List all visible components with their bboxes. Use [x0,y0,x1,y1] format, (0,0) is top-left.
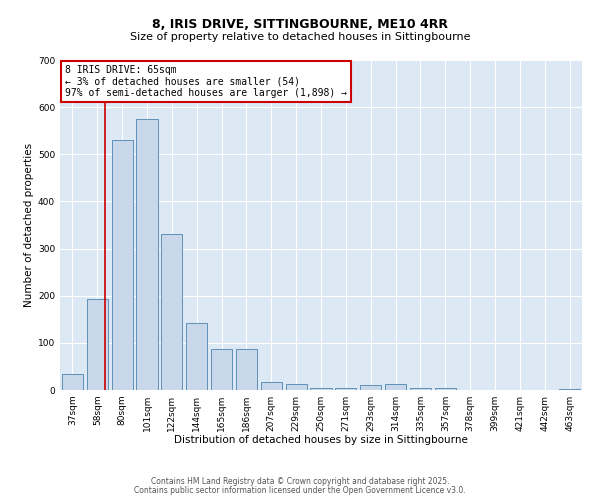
Bar [286,384,307,390]
Bar [335,388,356,390]
Text: 8 IRIS DRIVE: 65sqm
← 3% of detached houses are smaller (54)
97% of semi-detache: 8 IRIS DRIVE: 65sqm ← 3% of detached hou… [65,65,347,98]
Text: Contains public sector information licensed under the Open Government Licence v3: Contains public sector information licen… [134,486,466,495]
Bar [136,119,158,390]
Bar [410,388,431,390]
Text: Contains HM Land Registry data © Crown copyright and database right 2025.: Contains HM Land Registry data © Crown c… [151,477,449,486]
Bar [236,348,257,390]
Bar [559,388,580,390]
Bar [62,374,83,390]
Bar [435,388,456,390]
Bar [87,300,108,390]
Text: 8, IRIS DRIVE, SITTINGBOURNE, ME10 4RR: 8, IRIS DRIVE, SITTINGBOURNE, ME10 4RR [152,18,448,30]
Text: Size of property relative to detached houses in Sittingbourne: Size of property relative to detached ho… [130,32,470,42]
Bar [360,386,381,390]
Bar [385,384,406,390]
Bar [211,348,232,390]
Bar [112,140,133,390]
Bar [261,382,282,390]
X-axis label: Distribution of detached houses by size in Sittingbourne: Distribution of detached houses by size … [174,436,468,446]
Y-axis label: Number of detached properties: Number of detached properties [24,143,34,307]
Bar [161,234,182,390]
Bar [186,322,207,390]
Bar [310,388,332,390]
